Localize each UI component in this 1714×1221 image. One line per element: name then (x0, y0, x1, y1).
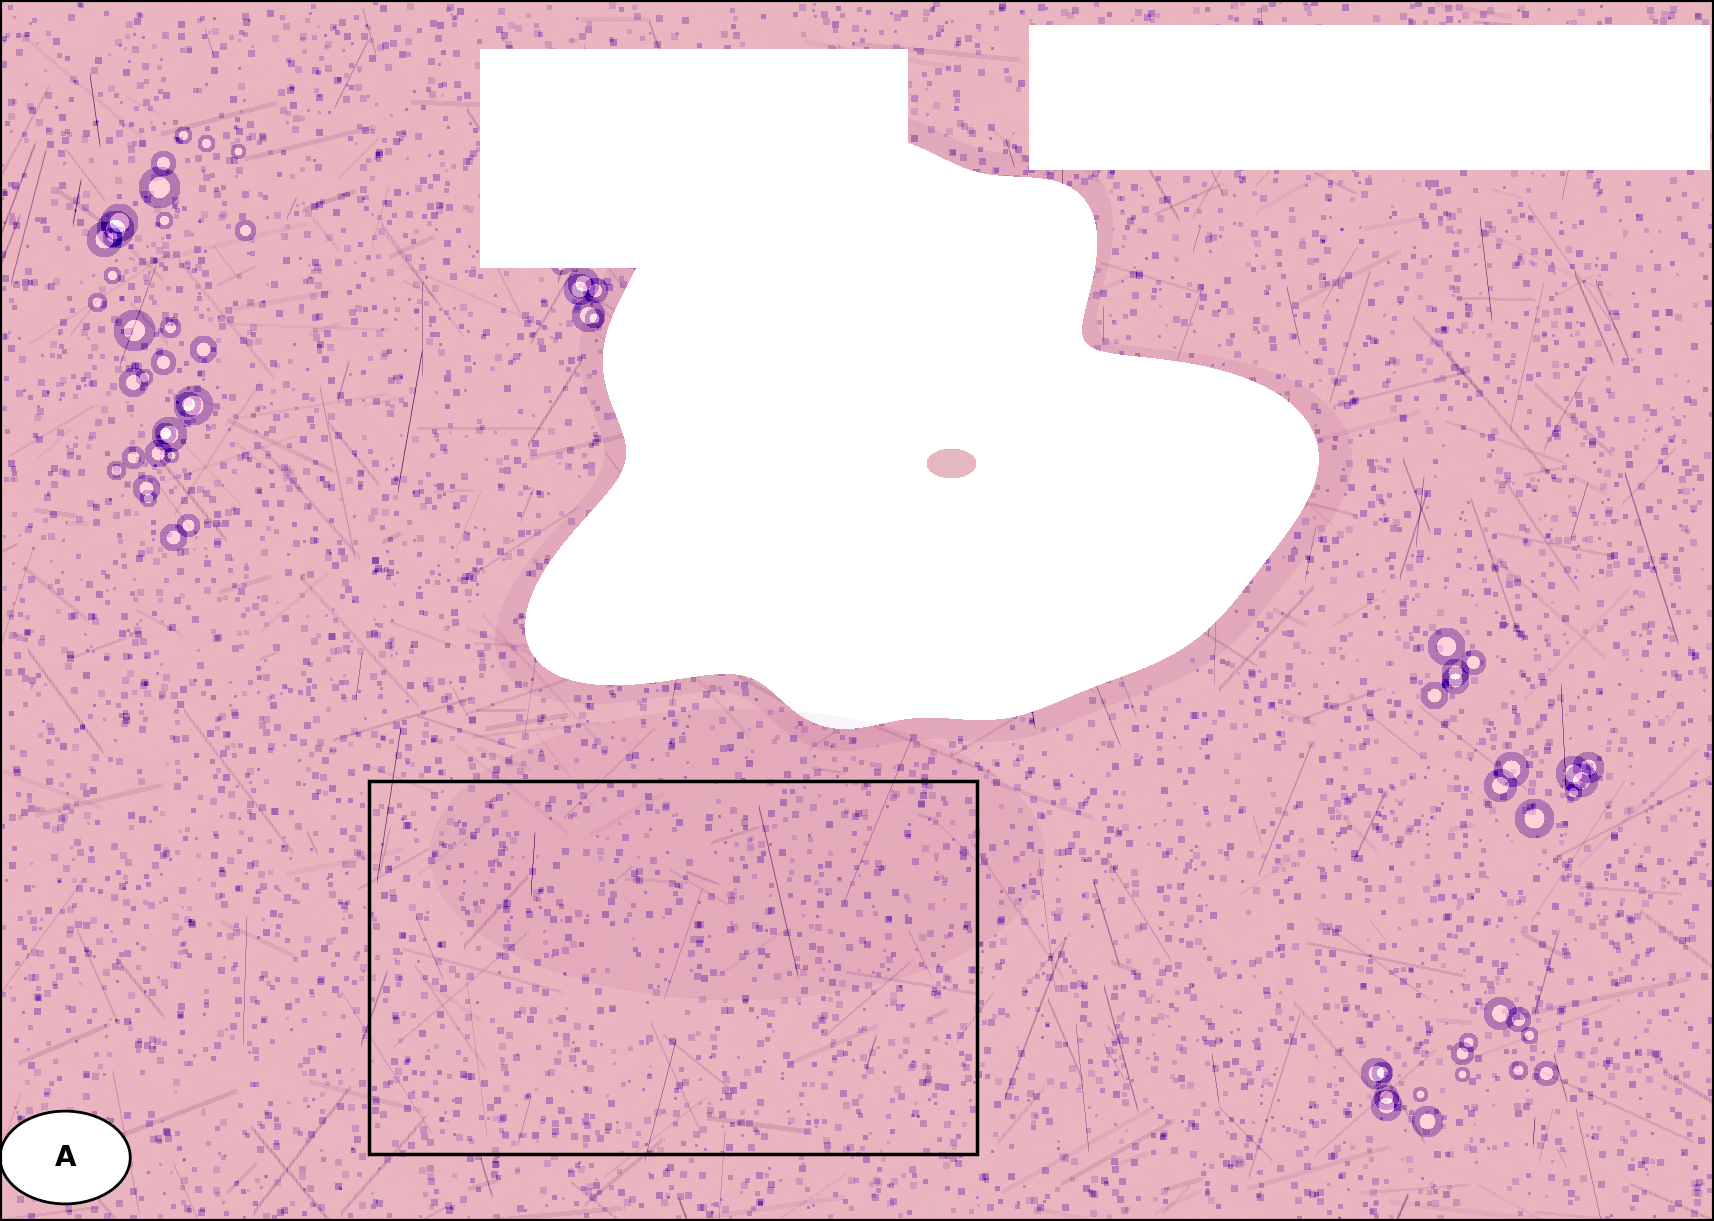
Circle shape (0, 1111, 130, 1204)
Bar (369, 781, 977, 1154)
Text: A: A (55, 1144, 75, 1171)
